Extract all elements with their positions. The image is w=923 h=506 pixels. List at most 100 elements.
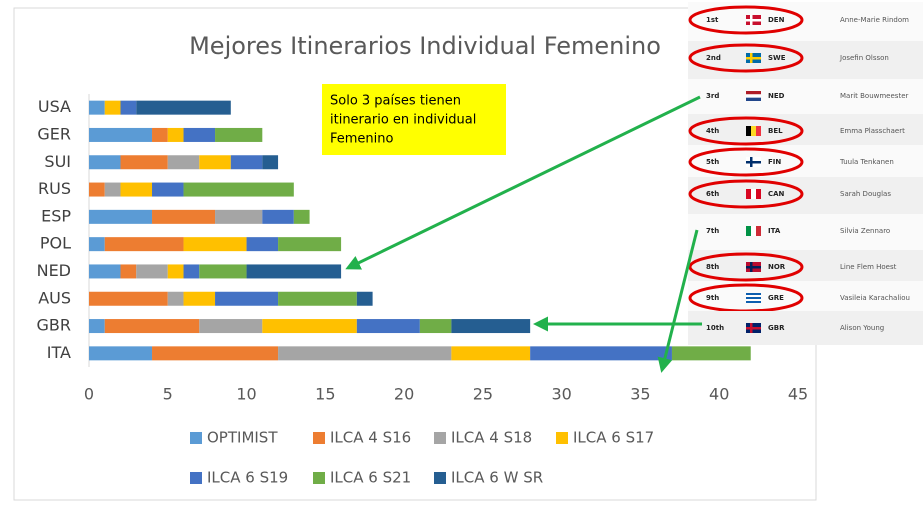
legend-label: ILCA 6 W SR (451, 469, 543, 487)
y-tick-label: SUI (44, 152, 71, 171)
legend-label: ILCA 6 S17 (573, 429, 654, 447)
bar-segment (215, 291, 279, 306)
legend-swatch (190, 432, 202, 444)
bar-segment (183, 237, 247, 252)
athlete: Emma Plasschaert (840, 127, 905, 135)
flag-part (746, 189, 751, 199)
bar-segment (89, 319, 105, 334)
highlight-circle (688, 252, 804, 282)
y-tick-label: AUS (38, 288, 71, 307)
x-tick-label: 20 (394, 385, 414, 404)
bar-segment (152, 209, 216, 224)
bar-segment (262, 155, 279, 170)
athlete: Josefin Olsson (839, 54, 889, 62)
annotation-line: Femenino (330, 132, 394, 147)
country: FIN (768, 158, 781, 166)
y-tick-label: GER (37, 124, 71, 143)
rank: 4th (706, 127, 719, 135)
bar-segment (246, 264, 342, 279)
athlete: Silvia Zennaro (840, 227, 890, 235)
bar-segment (278, 346, 452, 361)
bar-segment (356, 291, 373, 306)
athlete: Line Flem Hoest (840, 263, 897, 271)
x-tick-label: 25 (473, 385, 493, 404)
athlete: Anne-Marie Rindom (840, 16, 909, 24)
bar-segment (671, 346, 751, 361)
flag (746, 293, 761, 303)
bar-segment (167, 264, 184, 279)
arrows (345, 95, 702, 373)
bar-segment (89, 209, 153, 224)
x-tick-label: 40 (709, 385, 729, 404)
flag-part (746, 126, 751, 136)
legend-label: ILCA 4 S16 (330, 429, 411, 447)
legend-swatch (190, 472, 202, 484)
country: NOR (768, 263, 786, 271)
bar-segment (89, 237, 105, 252)
bar-segment (120, 100, 137, 115)
country: BEL (768, 127, 783, 135)
bar-segment (199, 155, 231, 170)
arrow (345, 95, 701, 270)
bar-segment (152, 182, 184, 197)
rank: 7th (706, 227, 719, 235)
bar-segment (451, 346, 531, 361)
legend-swatch (313, 432, 325, 444)
rank: 9th (706, 294, 719, 302)
bar-segment (89, 127, 153, 142)
country: GBR (768, 324, 785, 332)
country: DEN (768, 16, 785, 24)
rank: 5th (706, 158, 719, 166)
annotation-line: Solo 3 países tienen (330, 94, 461, 109)
athlete: Sarah Douglas (840, 190, 891, 198)
x-tick-label: 35 (630, 385, 650, 404)
legend-swatch (313, 472, 325, 484)
rank: 10th (706, 324, 724, 332)
flag-part (746, 97, 761, 101)
highlight-circle (688, 5, 804, 35)
annotation-line: itinerario en individual (330, 113, 476, 128)
bar-segment (89, 100, 105, 115)
chart-title: Mejores Itinerarios Individual Femenino (189, 32, 661, 60)
rank: 1st (706, 16, 719, 24)
bar-segment (230, 155, 263, 170)
x-tick-label: 10 (236, 385, 256, 404)
bar-segment (89, 182, 105, 197)
flag-part (751, 189, 756, 199)
flag-part (746, 266, 761, 269)
athlete: Marit Bouwmeester (840, 92, 908, 100)
bar-segment (451, 319, 531, 334)
plot: 0 5 10 15 20 25 30 35 40 45 USA GER SUI RUS ESP POL NED A… (37, 94, 808, 487)
highlight-circle (688, 147, 804, 177)
flag-part (756, 126, 761, 136)
country: ITA (768, 227, 781, 235)
x-tick-label: 0 (84, 385, 94, 404)
bar-segment (183, 182, 294, 197)
bar-segment (183, 264, 200, 279)
bar-segment (419, 319, 452, 334)
y-tick-label: NED (37, 261, 71, 280)
table-row (688, 41, 923, 79)
bar-segment (278, 291, 357, 306)
annotation-box (322, 84, 506, 155)
bar-segment (120, 182, 153, 197)
athlete: Alison Young (840, 324, 884, 332)
bar-segment (89, 155, 121, 170)
x-tick-label: 5 (163, 385, 173, 404)
flag-part (746, 327, 761, 330)
bar-segment (183, 127, 216, 142)
bar-segment (136, 100, 231, 115)
flag-part (746, 299, 761, 301)
x-tick-label: 15 (315, 385, 335, 404)
ranking-table: 1st DEN Anne-Marie Rindom 2nd SWE Josefin Ols… (688, 2, 923, 345)
flag-part (751, 126, 756, 136)
bar-segment (104, 319, 200, 334)
legend-label: OPTIMIST (207, 429, 278, 447)
bar-segment (183, 291, 216, 306)
flag-part (746, 57, 761, 60)
flag-part (746, 19, 761, 22)
x-tick-label: 30 (551, 385, 571, 404)
highlight-circle (688, 116, 804, 146)
bar-segment (120, 264, 137, 279)
legend-label: ILCA 6 S21 (330, 469, 411, 487)
